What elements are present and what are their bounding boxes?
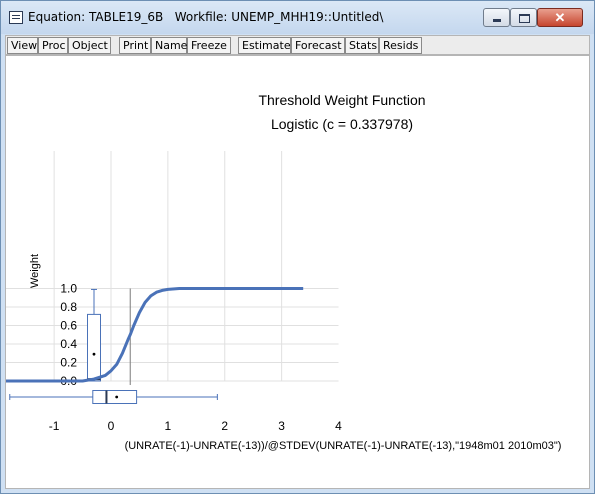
close-button[interactable]: ✕ bbox=[537, 8, 583, 27]
grid-layer bbox=[6, 151, 339, 382]
y-box bbox=[87, 313, 101, 382]
x-boxplot bbox=[9, 390, 218, 404]
view-button[interactable]: View bbox=[7, 37, 38, 54]
chart-subtitle: Logistic (c = 0.337978) bbox=[271, 116, 413, 132]
close-icon: ✕ bbox=[554, 10, 566, 25]
chart-title: Threshold Weight Function bbox=[258, 92, 425, 108]
name-button[interactable]: Name bbox=[151, 37, 187, 54]
x-tick-label: 2 bbox=[221, 419, 228, 433]
estimate-button[interactable]: Estimate bbox=[238, 37, 291, 54]
x-tick-label: 0 bbox=[108, 419, 115, 433]
x-tick-label: 3 bbox=[278, 419, 285, 433]
resids-button[interactable]: Resids bbox=[379, 37, 422, 54]
maximize-button[interactable] bbox=[510, 8, 537, 27]
y-boxplot bbox=[87, 288, 101, 382]
y-tick-label: 0.4 bbox=[60, 337, 77, 351]
y-tick-label: 0.8 bbox=[60, 300, 77, 314]
stats-button[interactable]: Stats bbox=[345, 37, 379, 54]
x-box-mean bbox=[115, 395, 119, 399]
y-axis-label: Weight bbox=[29, 254, 41, 288]
minimize-icon bbox=[493, 19, 501, 22]
x-tick-label: -1 bbox=[49, 419, 60, 433]
x-tick-label: 1 bbox=[165, 419, 172, 433]
maximize-icon bbox=[519, 14, 530, 23]
weight-curve bbox=[6, 287, 304, 383]
y-tick-label: 0.2 bbox=[60, 356, 77, 370]
toolbar: View Proc Object Print Name Freeze Estim… bbox=[5, 35, 590, 55]
window-title: Equation: TABLE19_6B Workfile: UNEMP_MHH… bbox=[28, 10, 384, 24]
y-box-mean bbox=[92, 352, 96, 356]
y-tick-label: 0.6 bbox=[60, 319, 77, 333]
proc-button[interactable]: Proc bbox=[38, 37, 68, 54]
y-tick-label: 1.0 bbox=[60, 282, 77, 296]
x-tick-label: 4 bbox=[335, 419, 342, 433]
threshold-weight-chart: Threshold Weight Function Logistic (c = … bbox=[6, 92, 562, 452]
x-axis-label: (UNRATE(-1)-UNRATE(-13))/@STDEV(UNRATE(-… bbox=[125, 440, 562, 452]
object-button[interactable]: Object bbox=[68, 37, 111, 54]
window-menu-icon[interactable] bbox=[9, 11, 23, 24]
graph-area: Threshold Weight Function Logistic (c = … bbox=[5, 55, 590, 489]
title-bar[interactable]: Equation: TABLE19_6B Workfile: UNEMP_MHH… bbox=[1, 1, 594, 34]
forecast-button[interactable]: Forecast bbox=[291, 37, 345, 54]
x-box bbox=[92, 390, 138, 404]
print-button[interactable]: Print bbox=[119, 37, 151, 54]
freeze-button[interactable]: Freeze bbox=[187, 37, 231, 54]
minimize-button[interactable] bbox=[483, 8, 510, 27]
